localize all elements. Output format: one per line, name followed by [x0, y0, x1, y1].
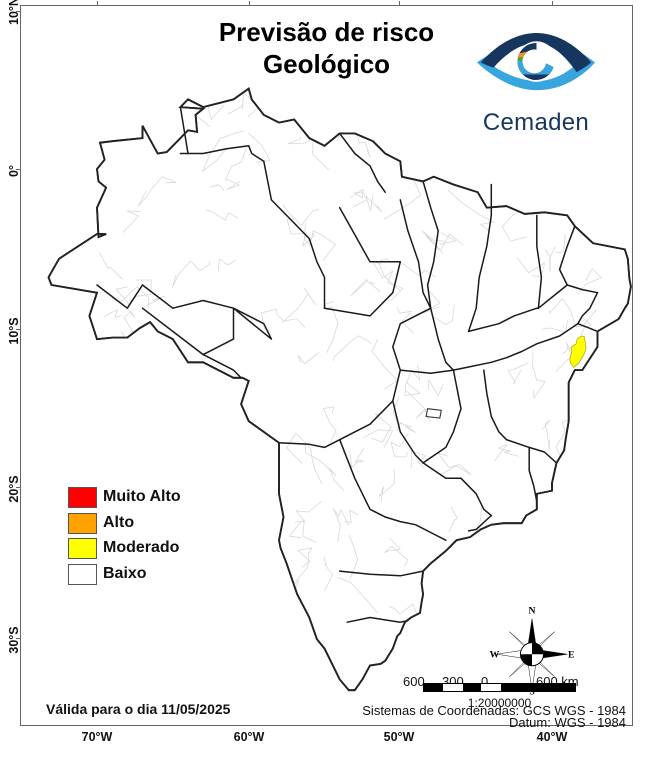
svg-text:N: N: [529, 606, 536, 617]
svg-text:E: E: [568, 649, 574, 660]
svg-text:W: W: [490, 649, 500, 660]
